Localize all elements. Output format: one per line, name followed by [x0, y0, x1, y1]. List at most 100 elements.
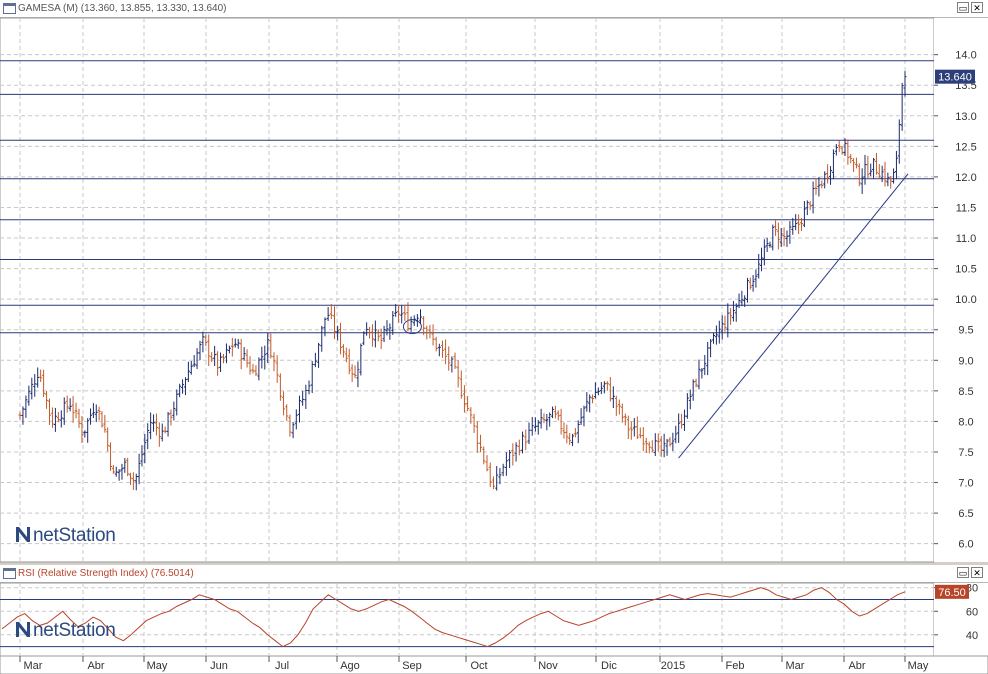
ohlc-bar [498, 468, 502, 485]
ohlc-bar [530, 417, 534, 436]
ohlc-bar [376, 329, 380, 342]
price-tick-label: 7.5 [958, 447, 973, 459]
ohlc-bar [799, 217, 803, 231]
ohlc-bar [294, 409, 298, 430]
ohlc-bar [729, 308, 733, 325]
ohlc-bar [768, 241, 772, 248]
ohlc-bar [623, 413, 627, 426]
ohlc-bar [811, 181, 815, 214]
ohlc-bar [548, 412, 552, 427]
ohlc-bar [30, 377, 34, 400]
ohlc-bar [668, 437, 672, 447]
ohlc-bar [688, 389, 692, 410]
ohlc-bar [703, 354, 707, 376]
ohlc-bar [425, 325, 429, 340]
ohlc-bar [45, 390, 49, 409]
ohlc-bar [671, 432, 675, 452]
rsi-close-button[interactable]: ✕ [971, 567, 983, 578]
rsi-value-label: 76.50 [938, 587, 966, 599]
ohlc-bar [175, 389, 179, 416]
ohlc-bar [362, 331, 366, 346]
ohlc-bar [178, 383, 182, 398]
ohlc-bar [740, 290, 744, 307]
ohlc-bar [230, 337, 234, 357]
ohlc-bar [344, 347, 348, 363]
ohlc-bar [120, 463, 124, 480]
ohlc-bar [788, 221, 792, 244]
ohlc-bar [74, 402, 78, 419]
ohlc-bar [892, 168, 896, 184]
ohlc-bar [189, 360, 193, 375]
ohlc-bar [219, 352, 223, 373]
ohlc-bar [326, 306, 330, 321]
restore-button[interactable]: ▭ [957, 2, 969, 13]
ohlc-bar [388, 323, 392, 340]
value-badges: 13.640 76.50 [935, 69, 975, 599]
ohlc-bar [80, 416, 84, 444]
ohlc-bar [791, 218, 795, 235]
ohlc-bar [593, 382, 597, 399]
ohlc-bar [154, 413, 158, 436]
ohlc-bar [166, 411, 170, 437]
ohlc-bar [697, 359, 701, 390]
ohlc-bar [341, 344, 345, 358]
main-panel-title: GAMESA (M) (13.360, 13.855, 13.330, 13.6… [18, 3, 227, 14]
ohlc-bar [843, 138, 847, 157]
ohlc-bar [169, 409, 173, 426]
ohlc-bar [447, 346, 451, 371]
ohlc-bar [877, 164, 881, 179]
netstation-logo-icon [16, 622, 30, 637]
ohlc-bar [720, 315, 724, 340]
ohlc-bar [779, 227, 783, 248]
ohlc-bar [91, 403, 95, 418]
ohlc-bar [734, 303, 738, 322]
ohlc-bar [339, 322, 343, 355]
ohlc-bar [614, 395, 618, 416]
rsi-plot-area [0, 582, 935, 657]
ohlc-bar [245, 349, 249, 368]
ohlc-bar [814, 178, 818, 195]
ohlc-bar [254, 365, 258, 376]
ohlc-bar [726, 303, 730, 338]
trendline [678, 173, 909, 459]
ohlc-bar [86, 418, 90, 443]
ohlc-bar [691, 379, 695, 401]
ohlc-bar [900, 82, 904, 131]
ohlc-bar [313, 352, 317, 368]
ohlc-bar [765, 237, 769, 252]
price-tick-label: 10.5 [955, 264, 976, 276]
ohlc-bar [897, 119, 901, 164]
ohlc-bar [495, 466, 499, 491]
ohlc-bar [737, 293, 741, 309]
ohlc-bar [379, 328, 383, 350]
ohlc-bar [129, 472, 133, 486]
ohlc-bar [269, 333, 273, 359]
ohlc-bar [771, 224, 775, 251]
rsi-restore-button[interactable]: ▭ [957, 567, 969, 578]
ohlc-bar [453, 352, 457, 369]
date-tick-label: Sep [402, 660, 422, 672]
ohlc-bar [709, 339, 713, 358]
ohlc-bar [647, 441, 651, 454]
date-tick-label: Jul [275, 660, 289, 672]
ohlc-bar [106, 427, 110, 452]
ohlc-bar [50, 407, 54, 428]
ohlc-bar [304, 384, 308, 409]
ohlc-bar [370, 324, 374, 347]
ohlc-bar [731, 300, 735, 322]
window-icon [3, 3, 16, 14]
ohlc-bar [573, 428, 577, 438]
ohlc-bar [620, 403, 624, 423]
ohlc-bar [307, 380, 311, 395]
ohlc-bar [272, 352, 276, 372]
ohlc-bar [840, 146, 844, 155]
ohlc-bar [285, 404, 289, 421]
close-button[interactable]: ✕ [971, 2, 983, 13]
ohlc-bar [317, 342, 321, 368]
ohlc-bar [323, 317, 327, 337]
ohlc-bar [163, 426, 167, 434]
ohlc-bar [248, 356, 252, 375]
ohlc-bar [227, 345, 231, 354]
ohlc-bar [466, 396, 470, 412]
